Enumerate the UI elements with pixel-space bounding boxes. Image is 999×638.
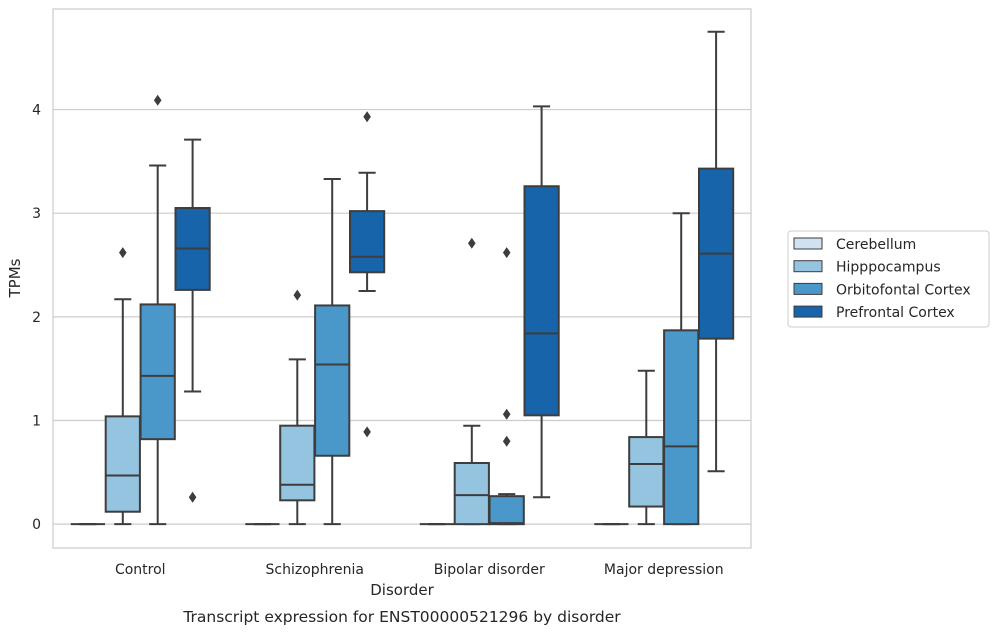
- outlier-point: [363, 426, 371, 438]
- legend-label: Prefrontal Cortex: [836, 305, 955, 321]
- legend-swatch: [793, 282, 823, 295]
- outlier-point: [468, 237, 476, 249]
- y-tick-label: 4: [32, 103, 41, 119]
- y-tick-label: 2: [32, 310, 41, 326]
- box-iqr: [663, 329, 700, 526]
- y-tick-label: 3: [32, 206, 41, 222]
- legend-swatch: [793, 237, 823, 250]
- box-iqr: [104, 415, 141, 513]
- outlier-point: [502, 247, 511, 259]
- legend-label: Orbitofontal Cortex: [836, 282, 971, 298]
- box-iqr: [139, 303, 176, 441]
- y-axis-label: TPMs: [6, 258, 24, 298]
- outlier-point: [153, 94, 162, 106]
- outlier-point: [502, 408, 511, 420]
- legend-swatch: [793, 260, 823, 273]
- box-iqr: [523, 185, 560, 417]
- box-iqr: [314, 304, 351, 457]
- x-tick-label: Control: [115, 562, 166, 578]
- box-orbitofontal-cortex: [488, 247, 525, 526]
- outlier-point: [502, 435, 511, 447]
- x-tick-label: Schizophrenia: [266, 562, 364, 578]
- outlier-point: [363, 111, 371, 123]
- box-iqr: [488, 495, 525, 526]
- y-tick-label: 1: [32, 414, 41, 430]
- outlier-point: [188, 491, 197, 503]
- box-hipppocampus: [279, 289, 316, 526]
- box-iqr: [348, 210, 386, 274]
- chart-title: Transcript expression for ENST0000052129…: [182, 608, 621, 626]
- x-axis-label: Disorder: [370, 581, 434, 599]
- box-hipppocampus: [104, 247, 141, 526]
- box-iqr: [279, 424, 316, 502]
- box-orbitofontal-cortex: [663, 212, 700, 526]
- box-iqr: [628, 436, 665, 508]
- box-hipppocampus: [453, 237, 490, 526]
- outlier-point: [293, 289, 302, 301]
- legend-swatch: [793, 305, 823, 318]
- box-prefrontal-cortex: [174, 138, 211, 503]
- legend-frame: [787, 230, 990, 328]
- x-tick-label: Bipolar disorder: [434, 562, 545, 578]
- box-orbitofontal-cortex: [139, 94, 176, 526]
- legend: Cerebellum Hipppocampus Orbitofontal Corte…: [787, 230, 990, 328]
- box-orbitofontal-cortex: [314, 177, 351, 526]
- box-hipppocampus: [628, 369, 665, 526]
- box-prefrontal-cortex: [697, 30, 735, 473]
- y-tick-label: 0: [32, 517, 41, 533]
- box-prefrontal-cortex: [523, 105, 560, 499]
- legend-label: Cerebellum: [836, 237, 916, 253]
- x-tick-label: Major depression: [604, 562, 724, 578]
- outlier-point: [119, 247, 127, 259]
- box-iqr: [453, 462, 490, 526]
- box-prefrontal-cortex: [348, 111, 386, 438]
- plot-area-frame: [52, 8, 752, 549]
- legend-label: Hipppocampus: [836, 260, 941, 276]
